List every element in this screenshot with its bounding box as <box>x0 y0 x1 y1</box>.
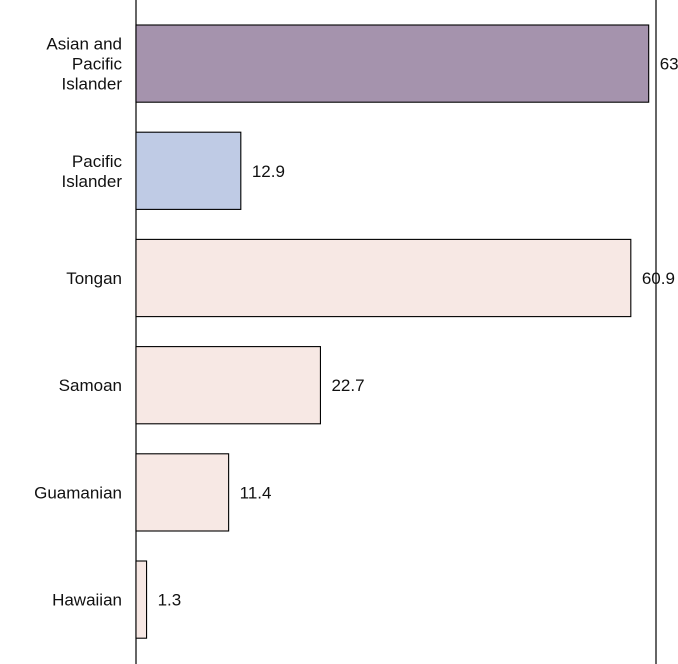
bar <box>135 346 321 425</box>
bar <box>135 131 242 210</box>
category-label-line: Guamanian <box>34 483 122 502</box>
data-label: 22.7 <box>331 376 364 395</box>
data-label: 1.3 <box>158 591 182 610</box>
bars <box>135 24 650 639</box>
data-label: 60.9 <box>642 269 675 288</box>
category-label-line: Islander <box>62 75 123 94</box>
value-labels: 63.1 12.9 60.9 22.7 11.4 1.3 <box>158 55 678 610</box>
data-label: 11.4 <box>240 483 272 502</box>
category-label-line: Islander <box>62 172 123 191</box>
category-label: Guamanian <box>34 483 122 502</box>
category-label-line: Hawaiian <box>52 591 122 610</box>
category-label-line: Samoan <box>59 376 122 395</box>
category-label: Tongan <box>66 269 122 288</box>
bar <box>135 560 148 639</box>
category-label: Pacific Islander <box>62 152 123 191</box>
bar <box>135 238 632 318</box>
category-label-line: Tongan <box>66 269 122 288</box>
category-label: Asian and Pacific Islander <box>46 35 122 94</box>
category-label: Hawaiian <box>52 591 122 610</box>
category-label-line: Pacific <box>72 55 123 74</box>
plot-frame <box>135 0 657 664</box>
data-label: 12.9 <box>252 162 285 181</box>
category-label: Samoan <box>59 376 122 395</box>
bar <box>135 453 230 532</box>
category-label-line: Pacific <box>72 152 123 171</box>
category-label-line: Asian and <box>46 35 122 54</box>
data-label: 63.1 <box>660 55 678 74</box>
bar <box>135 24 650 103</box>
